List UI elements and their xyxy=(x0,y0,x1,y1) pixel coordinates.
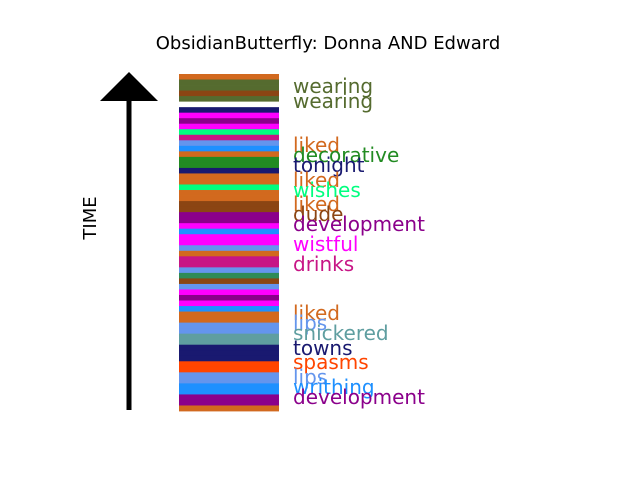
stripe xyxy=(179,294,279,301)
stripe xyxy=(179,239,279,246)
stripe xyxy=(179,112,279,119)
stripe xyxy=(179,129,279,136)
word-label: liked xyxy=(293,301,340,325)
word-labels: wearingwearinglikeddecorativetonightlike… xyxy=(293,74,425,409)
stripe xyxy=(179,184,279,191)
word-label: wearing xyxy=(293,74,373,98)
stripe xyxy=(179,399,279,406)
stripe xyxy=(179,206,279,213)
stripe xyxy=(179,366,279,373)
stripe xyxy=(179,377,279,384)
stripe xyxy=(179,190,279,196)
stripe xyxy=(179,394,279,401)
stripe xyxy=(179,134,279,141)
stripe xyxy=(179,96,279,103)
stripe xyxy=(179,118,279,125)
stripe xyxy=(179,90,279,97)
stripe-bar xyxy=(179,74,279,412)
stripe xyxy=(179,278,279,285)
stripe xyxy=(179,145,279,152)
word-label: decorative xyxy=(293,143,399,167)
stripe xyxy=(179,167,279,174)
stripe xyxy=(179,261,279,268)
stripe xyxy=(179,162,279,169)
stripe xyxy=(179,283,279,290)
stripe xyxy=(179,250,279,257)
word-label: wistful xyxy=(293,232,358,256)
stripe xyxy=(179,173,279,180)
stripe xyxy=(179,156,279,163)
stripe xyxy=(179,201,279,207)
word-label: wearing xyxy=(293,89,373,113)
stripe xyxy=(179,344,279,351)
stripe xyxy=(179,355,279,362)
stripe xyxy=(179,101,279,108)
word-label: tonight xyxy=(293,153,365,177)
word-label: towns xyxy=(293,336,353,360)
stripe xyxy=(179,289,279,296)
stripe xyxy=(179,140,279,147)
stripe xyxy=(179,350,279,357)
word-label: liked xyxy=(293,168,340,192)
word-label: development xyxy=(293,212,425,236)
stripe xyxy=(179,333,279,340)
stripe xyxy=(179,212,279,219)
stripe xyxy=(179,311,279,318)
word-label: lips xyxy=(293,365,327,389)
stripe xyxy=(179,79,279,86)
time-axis-label: TIME xyxy=(80,196,101,240)
word-label: snickered xyxy=(293,321,389,345)
stripe xyxy=(179,328,279,335)
stripe xyxy=(179,300,279,307)
stripe xyxy=(179,405,279,412)
word-label: spasms xyxy=(293,350,369,374)
stripe xyxy=(179,361,279,368)
stripe xyxy=(179,267,279,274)
stripe xyxy=(179,178,279,185)
stripe xyxy=(179,317,279,323)
stripe xyxy=(179,245,279,252)
word-label: development xyxy=(293,385,425,409)
stripe xyxy=(179,306,279,312)
word-label: drinks xyxy=(293,252,354,276)
chart-title: ObsidianButterfly: Donna AND Edward xyxy=(156,33,501,54)
stripe xyxy=(179,195,279,202)
word-label: wishes xyxy=(293,178,361,202)
stripe xyxy=(179,107,279,114)
word-label: liked xyxy=(293,133,340,157)
word-label: liked xyxy=(293,192,340,216)
stripe xyxy=(179,228,279,235)
word-label: dude xyxy=(293,202,343,226)
stripe xyxy=(179,256,279,263)
time-arrow-head xyxy=(100,72,158,101)
stripe xyxy=(179,123,279,130)
stripe xyxy=(179,85,279,91)
stripe xyxy=(179,322,279,329)
stripe xyxy=(179,372,279,379)
stripe xyxy=(179,272,279,279)
stripe xyxy=(179,383,279,390)
stripe xyxy=(179,388,279,395)
stripe xyxy=(179,74,279,80)
word-label: lips xyxy=(293,311,327,335)
stripe xyxy=(179,223,279,230)
stripe xyxy=(179,151,279,158)
stripe xyxy=(179,339,279,346)
stripe xyxy=(179,234,279,241)
stripe xyxy=(179,217,279,224)
word-label: writhing xyxy=(293,375,375,399)
